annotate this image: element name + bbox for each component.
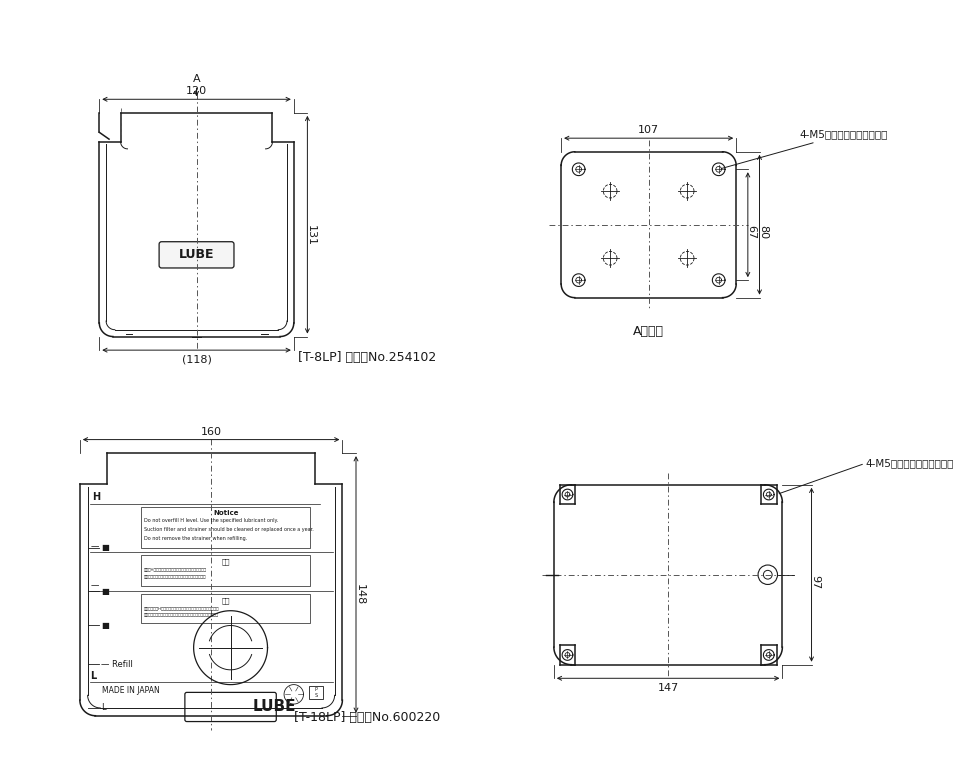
- Text: 潤滅剤Hレベル以上にしないでください。指定潤滅剤の: 潤滅剤Hレベル以上にしないでください。指定潤滅剤の: [144, 567, 207, 571]
- Text: 67: 67: [746, 225, 757, 239]
- Text: 80: 80: [758, 225, 768, 239]
- Bar: [141, 594, 311, 623]
- Text: 147: 147: [658, 683, 679, 693]
- Text: [T-18LP] コードNo.600220: [T-18LP] コードNo.600220: [293, 711, 440, 725]
- Text: 120: 120: [186, 87, 207, 97]
- Text: 97: 97: [810, 575, 821, 589]
- Text: —: —: [91, 581, 99, 590]
- Text: 4-M5タッピングネジ用下穴: 4-M5タッピングネジ用下穴: [721, 129, 888, 168]
- Text: P
S: P S: [315, 687, 318, 698]
- Text: 潤滅剤及び過潤剤の処理は各地方公共団体の指示に従って行い、潤: 潤滅剤及び過潤剤の処理は各地方公共団体の指示に従って行い、潤: [144, 614, 219, 618]
- Text: ■: ■: [102, 621, 109, 629]
- Text: — Refill: — Refill: [102, 660, 133, 668]
- Text: LUBE: LUBE: [253, 700, 296, 714]
- Bar: [310, 686, 323, 699]
- Text: 107: 107: [638, 126, 659, 135]
- Text: Suction filter and strainer should be cleaned or replaced once a year.: Suction filter and strainer should be cl…: [144, 527, 314, 532]
- Text: (118): (118): [182, 355, 211, 365]
- Text: Notice: Notice: [213, 509, 238, 516]
- Text: MADE IN JAPAN: MADE IN JAPAN: [103, 686, 160, 694]
- Text: 注記: 注記: [222, 558, 230, 565]
- FancyBboxPatch shape: [159, 242, 234, 268]
- Text: ■: ■: [102, 587, 109, 596]
- Text: A矢視図: A矢視図: [633, 324, 664, 338]
- Bar: [141, 555, 311, 587]
- Text: 注意: 注意: [222, 597, 230, 604]
- Text: サクションフィルターとストレーナーは定期的に清潔ま: サクションフィルターとストレーナーは定期的に清潔ま: [144, 575, 206, 579]
- Text: H: H: [93, 492, 101, 502]
- Text: A: A: [192, 74, 200, 83]
- FancyBboxPatch shape: [185, 693, 276, 722]
- Bar: [141, 507, 311, 548]
- Text: 4-M5タッピングネジ用下穴: 4-M5タッピングネジ用下穴: [865, 459, 954, 469]
- Text: Do not remove the strainer when refilling.: Do not remove the strainer when refillin…: [144, 536, 247, 541]
- Text: —: —: [91, 542, 99, 551]
- Text: ■: ■: [102, 543, 109, 552]
- Text: 160: 160: [200, 427, 222, 437]
- Text: LUBE: LUBE: [179, 248, 214, 261]
- Text: 148: 148: [355, 584, 364, 606]
- Text: [T-8LP] コードNo.254102: [T-8LP] コードNo.254102: [298, 351, 436, 364]
- Text: L: L: [91, 671, 97, 681]
- Text: 潤滅剤不足はH源目標とし、必要時に指定潤滅剤を記載量まで補給: 潤滅剤不足はH源目標とし、必要時に指定潤滅剤を記載量まで補給: [144, 606, 220, 610]
- Text: 131: 131: [306, 225, 317, 246]
- Text: L: L: [102, 704, 106, 712]
- Text: Do not overfill H level. Use the specified lubricant only.: Do not overfill H level. Use the specifi…: [144, 519, 278, 523]
